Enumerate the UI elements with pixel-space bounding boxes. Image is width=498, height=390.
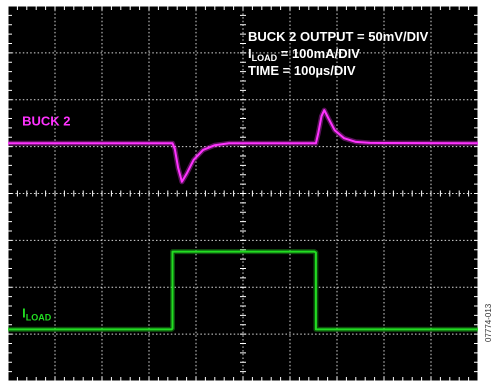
figure-id: 07774-013 (484, 303, 493, 342)
annotation-line-3: TIME = 100µs/DIV (248, 63, 356, 78)
grid (8, 6, 478, 381)
annotation-line-2: ILOAD = 100mA/DIV (248, 46, 360, 63)
traces (8, 107, 479, 332)
center-axis-ticks (7, 5, 479, 382)
annotation-line-1: BUCK 2 OUTPUT = 50mV/DIV (248, 29, 429, 44)
trace-labels: BUCK 2 ILOAD (22, 114, 70, 323)
trace-label-buck-2: BUCK 2 (22, 114, 70, 129)
scale-annotations: BUCK 2 OUTPUT = 50mV/DIV ILOAD = 100mA/DI… (248, 29, 429, 78)
trace-label-load: ILOAD (22, 306, 52, 323)
trace-buck-2 (8, 109, 479, 183)
trace-load (8, 250, 478, 331)
